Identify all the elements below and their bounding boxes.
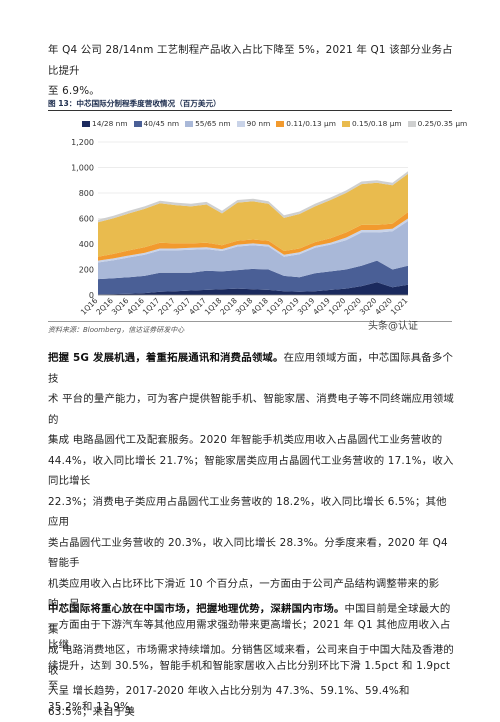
para3-line-2: 入呈 增长趋势，2017-2020 年收入占比分别为 47.3%、59.1%、5… — [48, 685, 410, 718]
para2-line-1: 术 平台的量产能力，可为客户提供智能手机、智能家居、消费电子等不同终端应用领域的 — [48, 393, 454, 426]
legend-item: 0.15/0.18 μm — [341, 119, 402, 128]
stacked-area-chart: 02004006008001,0001,2001Q162Q163Q164Q161… — [71, 138, 410, 317]
area-series-0-11-0-13-m — [98, 212, 408, 261]
para2-line-8: 续提升，达到 30.5%，智能手机和智能家居收入占比分别环比下滑 1.5pct … — [48, 659, 451, 693]
area-series-55-65-nm — [98, 221, 408, 280]
legend-item: 55/65 nm — [185, 119, 231, 128]
legend-label: 0.25/0.35 μm — [417, 119, 468, 128]
y-tick-label: 600 — [79, 215, 94, 224]
chart-legend: 14/28 nm 40/45 nm 55/65 nm 90 nm 0.11/0.13 μ… — [82, 119, 467, 128]
y-tick-label: 1,000 — [71, 164, 94, 173]
legend-label: 0.15/0.18 μm — [351, 119, 402, 128]
para2-heading: 把握 5G 发展机遇，着重拓展通讯和消费品领域。 — [48, 352, 284, 364]
para1-line2: 至 6.9%。 — [48, 85, 100, 97]
paragraph-3: 中芯国际将重心放在中国市场，把握地理优势，深耕国内市场。中国目前是全球最大的集 … — [48, 599, 456, 722]
legend-swatch — [341, 120, 350, 127]
legend-label: 40/45 nm — [143, 119, 180, 128]
para2-line-7: 一方面由于下游汽车等其他应用需求强劲带来更高增长；2021 年 Q1 其他应用收… — [48, 618, 451, 652]
para2-line-3: 44.4%，收入同比增长 21.7%；智能家居类应用占晶圆代工业务营收的 17.… — [48, 454, 454, 488]
area-series-40-45-nm — [98, 260, 408, 295]
legend-item: 14/28 nm — [82, 119, 128, 128]
figure-source-text: 资料来源：Bloomberg，信达证券研发中心 — [48, 326, 185, 334]
x-tick-label: 1Q21 — [389, 296, 410, 317]
legend-label: 90 nm — [246, 119, 271, 128]
y-tick-label: 0 — [89, 291, 94, 300]
paragraph-2: 把握 5G 发展机遇，着重拓展通讯和消费品领域。在应用领域方面，中芯国际具备多个… — [48, 348, 456, 717]
para2-line-5: 类占晶圆代工业务营收的 20.3%，收入同比增长 28.3%。分季度来看，202… — [48, 536, 448, 570]
legend-item: 90 nm — [236, 119, 271, 128]
para1-line1: 年 Q4 公司 28/14nm 工艺制程产品收入占比下降至 5%，2021 年 … — [48, 44, 453, 77]
legend-swatch — [185, 120, 194, 127]
legend-item: 0.25/0.35 μm — [407, 119, 468, 128]
y-tick-label: 200 — [79, 266, 94, 275]
watermark: 头条@认证 — [368, 321, 418, 332]
legend-label: 0.11/0.13 μm — [286, 119, 336, 128]
legend-swatch — [236, 120, 245, 127]
legend-label: 14/28 nm — [92, 119, 128, 128]
legend-item: 40/45 nm — [133, 119, 180, 128]
legend-label: 55/65 nm — [195, 119, 231, 128]
legend-swatch — [82, 120, 90, 127]
y-tick-label: 400 — [79, 240, 94, 249]
para2-line-2: 集成 电路晶圆代工及配套服务。2020 年智能手机类应用收入占晶圆代工业务营收的 — [48, 434, 443, 446]
figure-title: 图 13：中芯国际分制程季度营收情况（百万美元） — [48, 98, 452, 111]
source-rule — [48, 321, 452, 322]
y-tick-label: 1,200 — [71, 138, 94, 147]
area-series-0-15-0-18-m — [98, 173, 408, 257]
para2-line-6: 机类应用收入占比环比下滑近 10 个百分点，一方面由于公司产品结构调整带来的影响… — [48, 577, 440, 611]
figure-title-text: 图 13：中芯国际分制程季度营收情况（百万美元） — [48, 99, 221, 108]
y-tick-label: 800 — [79, 189, 94, 198]
figure-title-rule — [48, 110, 452, 111]
paragraph-1: 年 Q4 公司 28/14nm 工艺制程产品收入占比下降至 5%，2021 年 … — [48, 40, 456, 102]
legend-swatch — [133, 120, 142, 127]
area-series-14-28-nm — [98, 282, 408, 295]
legend-item: 0.11/0.13 μm — [276, 119, 336, 128]
para3-heading: 中芯国际将重心放在中国市场，把握地理优势，深耕国内市场。 — [48, 603, 345, 615]
para2-line-4: 22.3%；消费电子类应用占晶圆代工业务营收的 18.2%，收入同比增长 6.5… — [48, 495, 447, 529]
para3-line-0: 中国目前是全球最大的集 — [48, 603, 451, 636]
para2-line-0: 在应用领域方面，中芯国际具备多个技 — [48, 352, 454, 385]
legend-swatch — [407, 120, 416, 127]
para3-line-1: 成 电路消费地区，市场需求持续增加。分销售区域来看，公司来自于中国大陆及香港的收 — [48, 644, 454, 677]
figure-source: 资料来源：Bloomberg，信达证券研发中心 — [48, 321, 452, 335]
legend-swatch — [276, 120, 285, 127]
